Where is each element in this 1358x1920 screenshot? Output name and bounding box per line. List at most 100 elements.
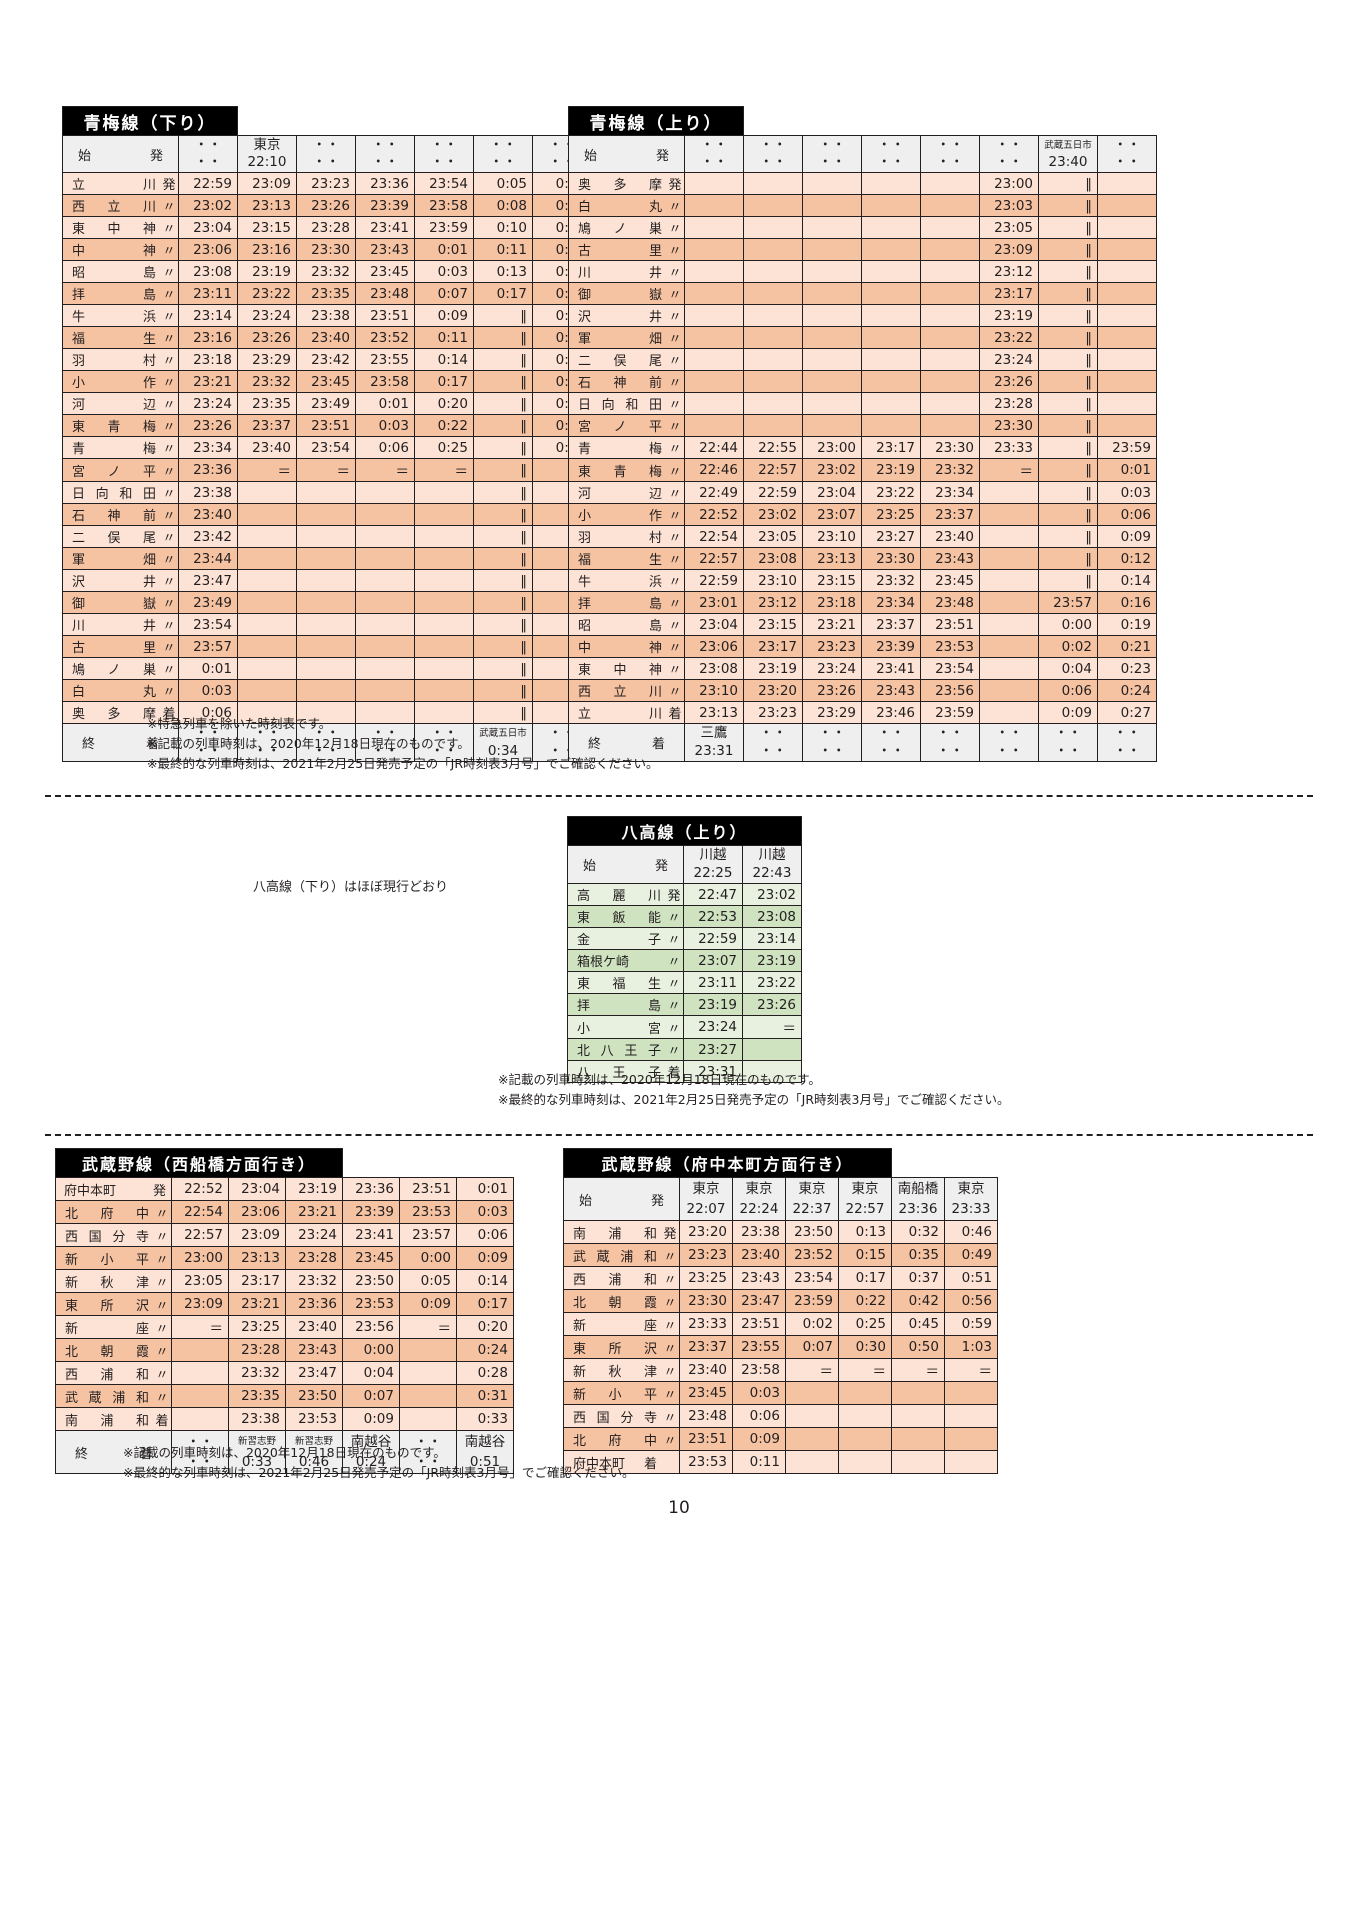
terminus-top: ・・ <box>936 725 964 742</box>
station-suffix: 〃 <box>668 509 682 525</box>
station-char: 羽 <box>72 354 86 370</box>
column-header-2: 東京 22:37 <box>785 1177 839 1221</box>
col-head-top: ・・ <box>371 137 399 153</box>
time-cell: 0:03 <box>355 414 415 438</box>
time-cell: 23:22 <box>237 282 297 306</box>
origin-header: 始発 <box>568 134 685 174</box>
station-char: 里 <box>648 244 662 260</box>
time-cell <box>861 304 921 328</box>
station-char: 丸 <box>142 685 156 701</box>
station-suffix: 〃 <box>155 1321 169 1337</box>
time-cell <box>399 1338 457 1362</box>
time-cell: 0:05 <box>473 172 533 196</box>
station-name-cell: 武蔵浦和〃 <box>55 1384 172 1408</box>
time-cell <box>684 194 744 218</box>
time-cell: 0:00 <box>342 1338 400 1362</box>
time-cell: 23:13 <box>237 194 297 218</box>
station-name-cell: 新 座〃 <box>55 1315 172 1339</box>
time-cell: 0:46 <box>944 1220 998 1244</box>
time-cell: 0:17 <box>456 1292 514 1316</box>
time-cell: 0:51 <box>944 1266 998 1290</box>
time-cell <box>414 503 474 527</box>
time-cell: 23:47 <box>178 569 238 593</box>
table-row: 御 嶽〃 23:17 ‖ <box>568 282 1157 306</box>
table-row: 福生〃 23:16 23:26 23:40 23:52 0:11 ‖ 0:30 0:40 <box>62 326 651 350</box>
time-cell <box>802 370 862 394</box>
station-char: 福 <box>612 977 626 993</box>
column-header-4: 南船橋 23:36 <box>891 1177 945 1221</box>
time-cell: 23:34 <box>920 481 980 505</box>
time-cell: 23:40 <box>732 1243 786 1267</box>
time-cell: 23:28 <box>228 1338 286 1362</box>
time-cell <box>684 414 744 438</box>
terminus-top: 武蔵五日市 <box>479 728 527 740</box>
time-cell: 23:06 <box>684 635 744 659</box>
station-char: 日 <box>578 398 592 414</box>
section-musashino-nishifunabashi: 武蔵野線（西船橋方面行き） 府中本町発 22:52 23:04 23:19 23:36 23… <box>55 1148 514 1474</box>
time-cell <box>891 1450 945 1474</box>
station-char: 福 <box>578 553 592 569</box>
time-cell <box>802 392 862 416</box>
station-char: 御 <box>578 288 592 304</box>
time-cell: 23:28 <box>285 1246 343 1270</box>
station-char: 金 <box>577 933 591 949</box>
station-char: 井 <box>142 619 156 635</box>
station-suffix: 発 <box>663 1226 677 1242</box>
station-char: 浦 <box>100 1367 114 1383</box>
col-head-top: 東京 <box>798 1181 826 1197</box>
station-suffix: 着 <box>162 707 176 723</box>
table-row: 古 里〃 23:09 ‖ <box>568 238 1157 262</box>
station-char: 秋 <box>608 1364 622 1380</box>
time-cell: 0:07 <box>414 282 474 306</box>
station-char: 神 <box>107 509 121 525</box>
station-char: 川 <box>647 889 661 905</box>
table-row: 八王子着 23:31 <box>567 1060 805 1084</box>
column-header-row: 始発川越 22:25 川越 22:43 <box>567 844 805 885</box>
station-char: 田 <box>648 398 662 414</box>
time-cell: 23:22 <box>979 326 1039 350</box>
time-cell: 23:11 <box>683 971 743 995</box>
table-row: 東 所 沢〃 23:37 23:55 0:07 0:30 0:50 1:03 <box>563 1335 998 1359</box>
time-cell: 23:39 <box>342 1200 400 1224</box>
station-suffix: 〃 <box>162 663 176 679</box>
station-char: 新 <box>65 1252 79 1268</box>
station-char: 平 <box>142 464 156 480</box>
time-cell <box>355 657 415 681</box>
station-name-cell: 西 浦 和〃 <box>563 1266 680 1290</box>
ome-down-table: 青梅線（下り）始発・・ ・・ 東京 22:10 ・・ ・・ ・・ ・・ ・・ ・・ ・・ ・・ ・・ ・・… <box>62 106 651 762</box>
station-char: 川 <box>648 685 662 701</box>
station-char: 新 <box>573 1364 587 1380</box>
time-cell: 0:06 <box>355 436 415 460</box>
time-cell: 23:30 <box>861 547 921 571</box>
time-cell: 23:45 <box>679 1381 733 1405</box>
time-cell <box>684 216 744 240</box>
time-cell: 0:01 <box>355 392 415 416</box>
station-name-cell: 北 府 中〃 <box>563 1427 680 1451</box>
table-row: 軍 畑〃 23:44 ‖ <box>62 547 651 571</box>
column-header-2: ・・ ・・ <box>296 134 356 174</box>
time-cell: 0:09 <box>399 1292 457 1316</box>
terminus-cell-0: 三鷹 23:31 <box>684 723 744 762</box>
time-cell: 23:48 <box>355 282 415 306</box>
table-caption: 青梅線（上り） <box>568 106 744 136</box>
time-cell <box>743 216 803 240</box>
col-head-top: ・・ <box>936 137 964 153</box>
time-cell: 23:36 <box>342 1177 400 1201</box>
station-char: 秋 <box>100 1275 114 1291</box>
table-row: 東 飯 能〃 22:53 23:08 <box>567 905 805 929</box>
station-char: 川 <box>142 200 156 216</box>
time-cell: 23:06 <box>228 1200 286 1224</box>
station-char: 朝 <box>100 1344 114 1360</box>
time-cell: 23:07 <box>683 949 743 973</box>
time-cell: 23:27 <box>861 525 921 549</box>
origin-header: 始発 <box>567 844 684 885</box>
time-cell: 23:15 <box>802 569 862 593</box>
station-name-cell: 宮 ノ 平〃 <box>62 458 179 483</box>
terminus-bottom: ・・ <box>186 1454 214 1470</box>
col-head-top: ・・ <box>877 137 905 153</box>
table-row: 東 中 神〃 23:08 23:19 23:24 23:41 23:54 0:04 0:23 <box>568 657 1157 681</box>
station-suffix: 〃 <box>668 266 682 282</box>
station-suffix: 〃 <box>668 332 682 348</box>
time-cell <box>171 1338 229 1362</box>
station-char: 摩 <box>142 707 156 723</box>
